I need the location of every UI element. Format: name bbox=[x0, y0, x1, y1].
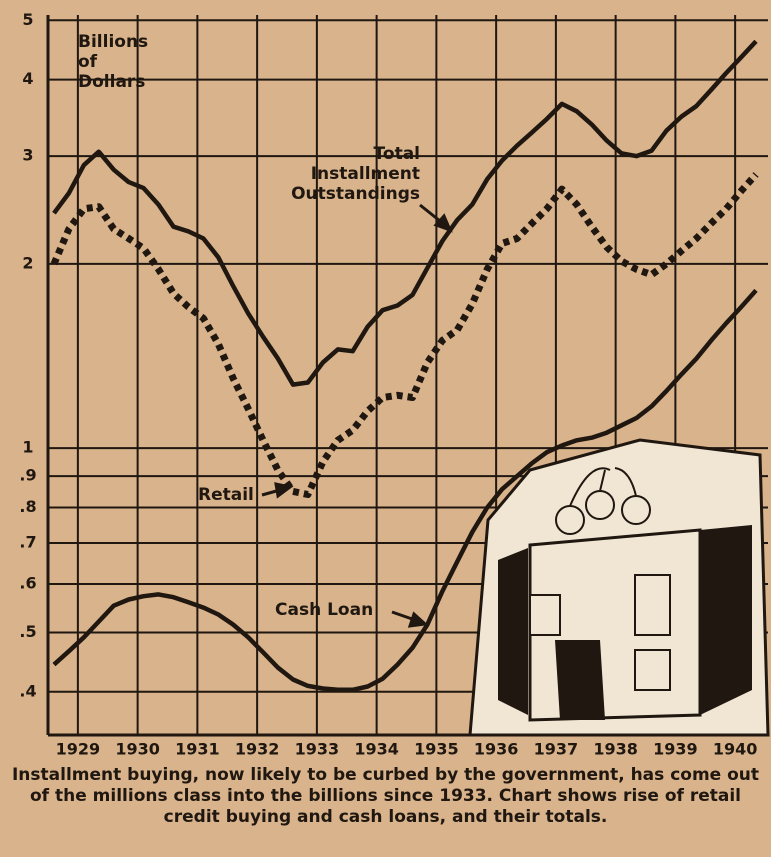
x-tick-label: 1939 bbox=[653, 740, 698, 759]
arrow-head bbox=[276, 484, 290, 496]
y-tick-label: .4 bbox=[19, 681, 36, 700]
x-tick-label: 1933 bbox=[295, 740, 340, 759]
x-tick-label: 1931 bbox=[175, 740, 220, 759]
x-tick-label: 1940 bbox=[713, 740, 758, 759]
x-tick-label: 1936 bbox=[474, 740, 519, 759]
x-tick-label: 1934 bbox=[354, 740, 399, 759]
y-tick-label: 2 bbox=[22, 253, 33, 272]
x-tick-label: 1937 bbox=[534, 740, 579, 759]
arrows bbox=[262, 205, 450, 626]
illustration bbox=[470, 440, 768, 735]
y-tick-label: .5 bbox=[19, 622, 36, 641]
x-tick-label: 1930 bbox=[115, 740, 160, 759]
page: .4 .5 .6 .7 .8 .9 1 2 3 4 5 1929 1930 1931 1932 1933 193… bbox=[0, 0, 771, 857]
x-tick-label: 1929 bbox=[56, 740, 101, 759]
y-tick-label: 3 bbox=[22, 146, 33, 165]
caption: Installment buying, now likely to be cur… bbox=[10, 765, 761, 828]
x-tick-label: 1935 bbox=[414, 740, 459, 759]
chart: .4 .5 .6 .7 .8 .9 1 2 3 4 5 1929 1930 1931 1932 1933 193… bbox=[0, 0, 771, 765]
series-label: Cash Loan bbox=[275, 600, 373, 620]
y-tick-label: 1 bbox=[22, 438, 33, 457]
arrow-head bbox=[410, 614, 425, 626]
y-tick-label: .9 bbox=[19, 466, 36, 485]
x-tick-label: 1938 bbox=[593, 740, 638, 759]
y-tick-label: 4 bbox=[22, 69, 33, 88]
x-tick-label: 1932 bbox=[235, 740, 280, 759]
series-label: Retail bbox=[198, 485, 254, 505]
series-line bbox=[54, 41, 756, 384]
y-tick-label: 5 bbox=[22, 10, 33, 29]
y-tick-label: .7 bbox=[19, 533, 36, 552]
y-tick-label: .8 bbox=[19, 497, 36, 516]
y-axis-label: Billions of Dollars bbox=[78, 32, 168, 92]
series-label: Total Installment Outstandings bbox=[280, 144, 420, 204]
y-tick-label: .6 bbox=[19, 573, 36, 592]
